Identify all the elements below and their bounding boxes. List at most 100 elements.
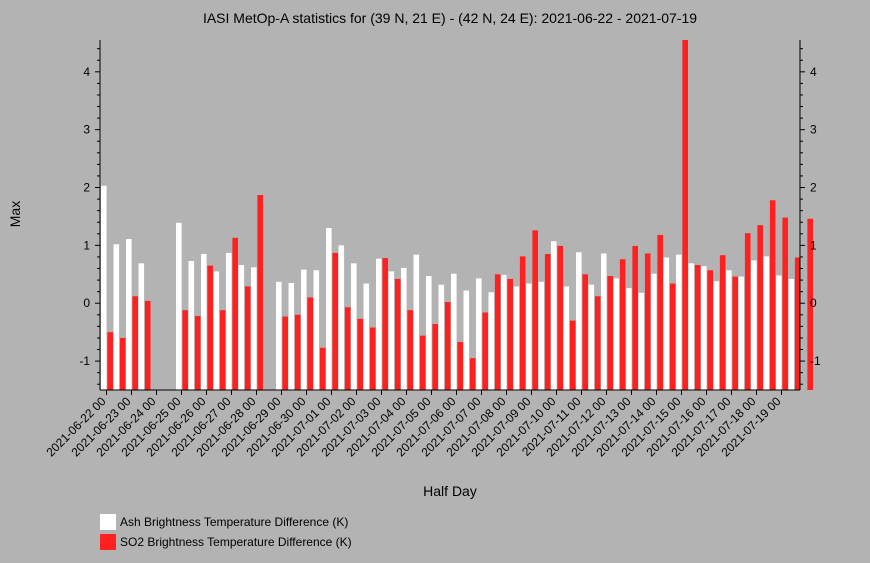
ash-bar	[126, 239, 132, 390]
ash-bar	[338, 245, 345, 390]
so2-bar	[519, 256, 526, 390]
so2-bar	[394, 278, 401, 390]
ash-bar	[526, 283, 532, 390]
so2-bar	[507, 278, 513, 390]
legend-label-so2: SO2 Brightness Temperature Difference (K…	[120, 535, 352, 549]
so2-bar	[344, 307, 351, 390]
ash-bar	[576, 252, 582, 390]
ash-bar	[313, 270, 320, 390]
so2-bar	[382, 258, 388, 390]
so2-bar	[732, 276, 738, 390]
legend-swatch-ash	[100, 514, 116, 530]
ash-bar	[651, 273, 657, 390]
so2-bar	[607, 276, 613, 390]
ash-bar	[551, 241, 557, 390]
y-ticks-group: -1 -1 0 0 1 1 2 2 3 3 4 4	[79, 48, 821, 385]
so2-bar	[307, 297, 313, 390]
chart-title: IASI MetOp-A statistics for (39 N, 21 E)…	[203, 10, 697, 26]
ash-bar	[776, 275, 782, 390]
y-tick-label: 0	[83, 296, 90, 310]
ash-bar	[563, 286, 570, 390]
so2-bar	[319, 347, 326, 390]
legend: Ash Brightness Temperature Difference (K…	[100, 512, 352, 552]
ash-bar	[276, 281, 282, 390]
so2-bar	[482, 312, 488, 390]
so2-bar	[744, 233, 751, 390]
ash-bar	[213, 271, 220, 390]
ash-bar	[176, 222, 182, 390]
so2-bar	[419, 335, 426, 390]
y-tick-label: -1	[79, 354, 90, 368]
y-tick-label-right: -1	[810, 354, 821, 368]
ash-bar	[201, 254, 207, 390]
ash-bar	[751, 260, 757, 390]
ash-bar	[513, 286, 520, 390]
ash-bar	[538, 281, 545, 390]
so2-bar	[182, 310, 188, 390]
y-tick-label: 1	[83, 238, 90, 252]
ash-bar	[101, 185, 107, 390]
ash-bar	[438, 284, 445, 390]
x-axis-label: Half Day	[423, 483, 477, 499]
ash-bar	[501, 274, 507, 390]
ash-bar	[601, 253, 607, 390]
ash-bar	[488, 292, 495, 390]
ash-bar	[113, 244, 120, 390]
so2-bar	[444, 302, 451, 390]
so2-bar	[669, 283, 676, 390]
ash-bar	[476, 278, 482, 390]
so2-bar	[619, 259, 626, 390]
so2-bar	[719, 255, 726, 390]
so2-bar	[469, 358, 476, 390]
so2-bar	[207, 265, 213, 390]
y-tick-label-right: 0	[810, 296, 817, 310]
ash-bar	[226, 252, 232, 390]
ash-bar	[763, 256, 770, 390]
y-axis-label: Max	[7, 201, 23, 227]
so2-bar	[244, 286, 251, 390]
ash-bar	[288, 282, 295, 390]
y-tick-label-right: 4	[810, 65, 817, 79]
so2-bar	[357, 318, 363, 390]
ash-bar	[251, 267, 257, 390]
so2-bar	[232, 237, 238, 390]
so2-bar	[369, 327, 376, 390]
so2-bar	[769, 200, 776, 390]
so2-bar	[632, 245, 638, 390]
so2-bar	[782, 217, 788, 390]
ash-bar	[676, 254, 682, 390]
ash-bar	[388, 271, 395, 390]
ash-bar	[426, 276, 432, 390]
so2-bar	[582, 274, 588, 390]
ash-bar	[701, 266, 707, 390]
y-tick-label-right: 2	[810, 181, 817, 195]
ash-bar	[463, 290, 470, 390]
so2-bar	[657, 234, 663, 390]
so2-bar	[294, 314, 301, 390]
axes-group	[99, 40, 801, 391]
so2-bar	[432, 324, 438, 390]
bars-group	[101, 40, 813, 390]
legend-swatch-so2	[100, 534, 116, 550]
so2-bar	[594, 296, 601, 390]
ash-bar	[188, 260, 195, 390]
legend-label-ash: Ash Brightness Temperature Difference (K…	[120, 515, 349, 529]
ash-bar	[588, 284, 595, 390]
legend-item-so2: SO2 Brightness Temperature Difference (K…	[100, 532, 352, 552]
ash-bar	[413, 254, 420, 390]
so2-bar	[219, 310, 226, 390]
so2-bar	[532, 230, 538, 390]
ash-bar	[663, 257, 670, 390]
so2-bar	[682, 40, 688, 390]
so2-bar	[107, 332, 113, 390]
so2-bar	[557, 245, 563, 390]
ash-bar	[238, 265, 245, 390]
ash-bar	[363, 283, 370, 390]
so2-bar	[694, 265, 701, 390]
so2-bar	[282, 316, 288, 390]
ash-bar	[401, 267, 407, 390]
so2-bar	[544, 254, 551, 390]
ash-bar	[613, 278, 620, 390]
y-tick-label-right: 1	[810, 238, 817, 252]
